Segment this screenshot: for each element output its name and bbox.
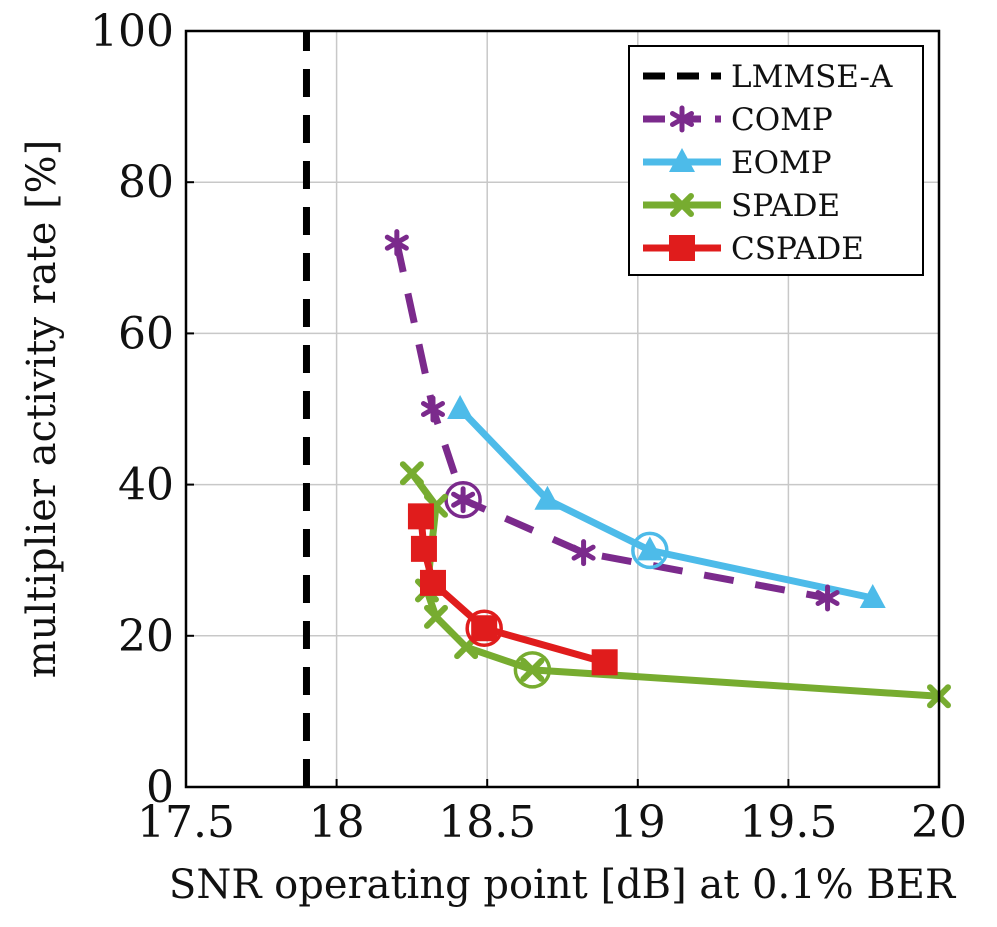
x-tick-label: 18 xyxy=(309,797,365,848)
y-tick-label: 40 xyxy=(118,460,174,511)
series-line-eomp xyxy=(457,406,874,602)
x-tick-label: 18.5 xyxy=(438,797,536,848)
legend-label-eomp: EOMP xyxy=(731,145,832,181)
series-line-spade xyxy=(409,471,939,700)
y-tick-label: 20 xyxy=(118,611,174,662)
data-point-cspade xyxy=(471,615,498,642)
y-tick-label: 0 xyxy=(146,762,174,813)
highlight-ring-eomp xyxy=(631,531,669,570)
data-point-spade xyxy=(399,461,424,486)
y-tick-label: 100 xyxy=(90,6,174,57)
data-point-spade xyxy=(423,604,448,629)
data-point-eomp xyxy=(636,536,663,561)
legend-marker-comp xyxy=(669,105,695,133)
legend-label-lmmse-a: LMMSE-A xyxy=(731,59,893,95)
x-axis-label: SNR operating point [dB] at 0.1% BER xyxy=(169,862,957,908)
y-tick-label: 80 xyxy=(118,157,174,208)
y-tick-label: 60 xyxy=(118,308,174,359)
legend: LMMSE-A COMP EOMP SPADE CSPADE xyxy=(628,45,924,276)
data-point-cspade xyxy=(419,569,446,596)
x-tick-label: 19 xyxy=(610,797,666,848)
data-point-cspade xyxy=(591,649,618,676)
data-point-comp xyxy=(815,584,840,612)
data-point-eomp xyxy=(859,584,886,608)
legend-marker-cspade xyxy=(669,235,695,261)
legend-label-spade: SPADE xyxy=(731,188,840,224)
data-point-cspade xyxy=(407,503,434,530)
x-tick-label: 17.5 xyxy=(137,797,235,848)
x-tick-label: 19.5 xyxy=(739,797,837,848)
data-point-comp xyxy=(451,486,476,514)
series-line-cspade xyxy=(417,516,606,666)
ticks: 17.5 18 18.5 19 19.5 20 0 20 40 60 80 100 xyxy=(90,6,967,848)
highlight-ring-spade xyxy=(513,651,552,689)
data-point-spade xyxy=(520,657,545,682)
series-line-comp xyxy=(393,241,829,602)
data-point-comp xyxy=(384,229,409,257)
legend-label-comp: COMP xyxy=(731,102,833,138)
plot-frame xyxy=(184,29,941,789)
data-point-cspade xyxy=(410,535,437,562)
legend-marker-eomp xyxy=(669,148,695,172)
highlight-ring-cspade xyxy=(465,609,503,647)
data-point-comp xyxy=(571,539,596,567)
data-point-eomp xyxy=(447,395,474,419)
y-axis-label: multiplier activity rate [%] xyxy=(19,140,65,679)
data-point-eomp xyxy=(534,485,561,510)
legend-label-cspade: CSPADE xyxy=(731,231,864,267)
data-point-comp xyxy=(420,395,446,423)
x-tick-label: 20 xyxy=(911,797,967,848)
legend-marker-spade xyxy=(670,193,694,217)
marker-layer xyxy=(384,229,951,709)
